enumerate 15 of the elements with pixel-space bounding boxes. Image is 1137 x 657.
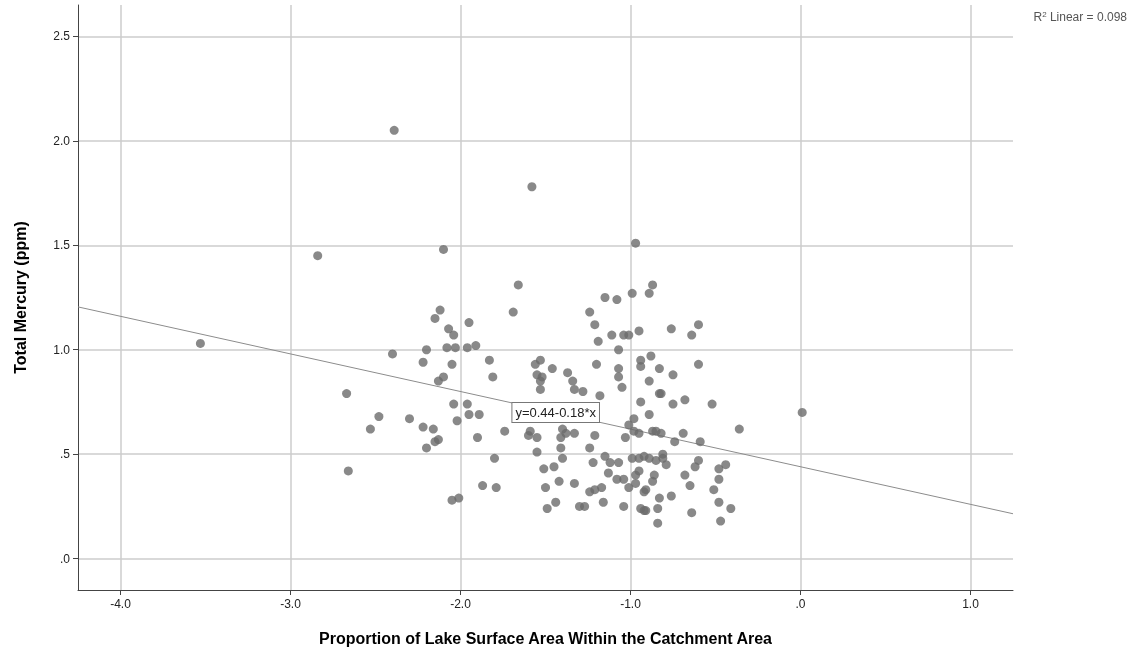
x-axis-title: Proportion of Lake Surface Area Within the Catchment Area: [319, 629, 773, 647]
x-tick-label: -2.0: [450, 597, 472, 611]
y-tick-label: 1.5: [53, 238, 71, 253]
y-tick-label: 1.0: [53, 342, 71, 357]
y-tick-label: .0: [59, 551, 71, 566]
annotation: y=0.44-0.18*x: [515, 404, 597, 420]
x-tick-label: 1.0: [962, 597, 980, 611]
x-tick-label: -4.0: [110, 597, 132, 611]
y-tick-label: 2.5: [53, 29, 71, 44]
y-tick-label: .5: [59, 447, 71, 462]
y-axis-title: Total Mercury (ppm): [11, 221, 29, 374]
x-tick-label: .0: [795, 597, 806, 611]
x-tick-label: -1.0: [620, 597, 642, 611]
y-tick-label: 2.0: [53, 133, 71, 148]
x-tick-label: -3.0: [280, 597, 302, 611]
